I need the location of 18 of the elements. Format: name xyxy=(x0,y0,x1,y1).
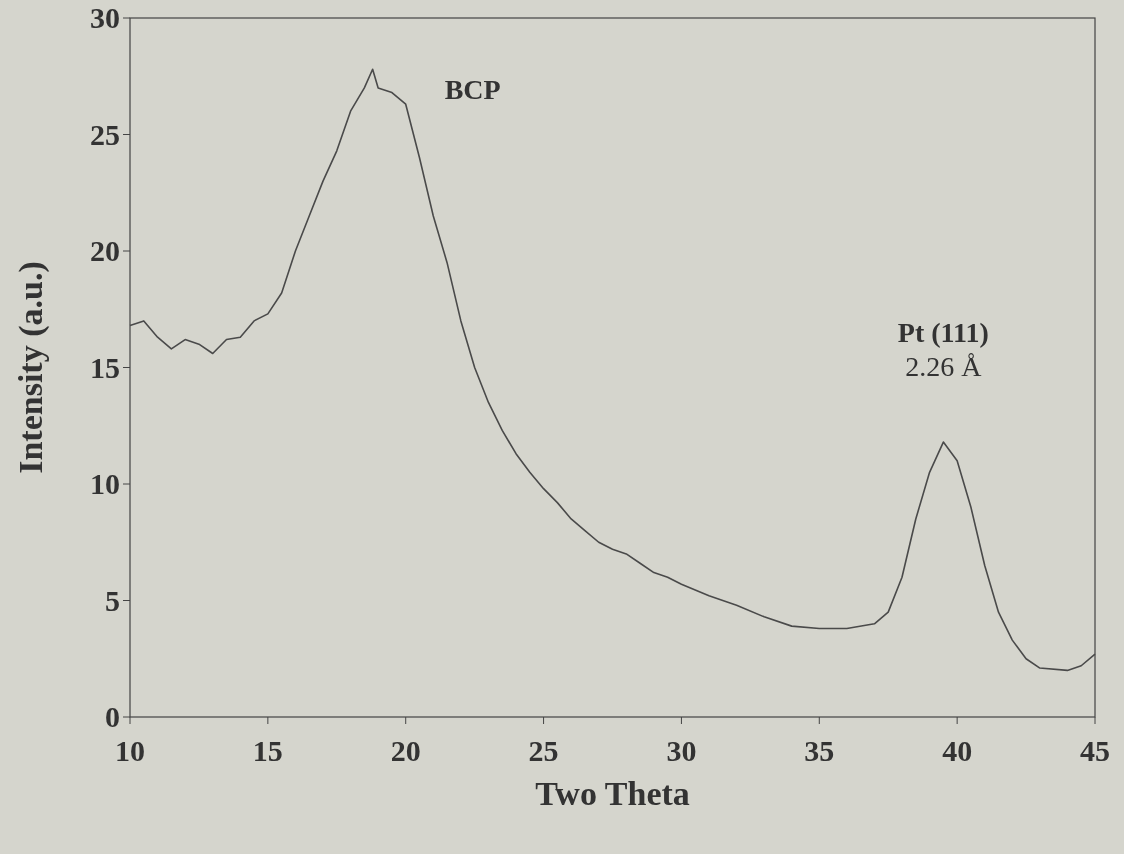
y-tick-label: 30 xyxy=(90,1,120,34)
y-tick-label: 5 xyxy=(105,583,120,617)
x-tick-label: 15 xyxy=(252,734,283,767)
annotation: BCP xyxy=(444,74,501,106)
x-tick-label: 40 xyxy=(942,734,973,767)
y-tick-label: 0 xyxy=(105,700,120,733)
y-tick-label: 10 xyxy=(90,467,120,500)
x-tick-label: 25 xyxy=(528,734,559,767)
y-axis-title: Intensity (a.u.) xyxy=(12,261,50,474)
annotation: Pt (111) 2.26 Å xyxy=(897,317,989,383)
y-tick-label: 20 xyxy=(90,234,120,267)
y-tick-label: 25 xyxy=(90,117,120,151)
x-axis-title: Two Theta xyxy=(535,775,690,812)
x-tick-label: 45 xyxy=(1080,734,1110,767)
x-tick-label: 20 xyxy=(390,734,421,767)
x-tick-label: 30 xyxy=(666,734,697,767)
x-tick-label: 35 xyxy=(804,734,835,767)
y-tick-label: 15 xyxy=(90,350,120,384)
